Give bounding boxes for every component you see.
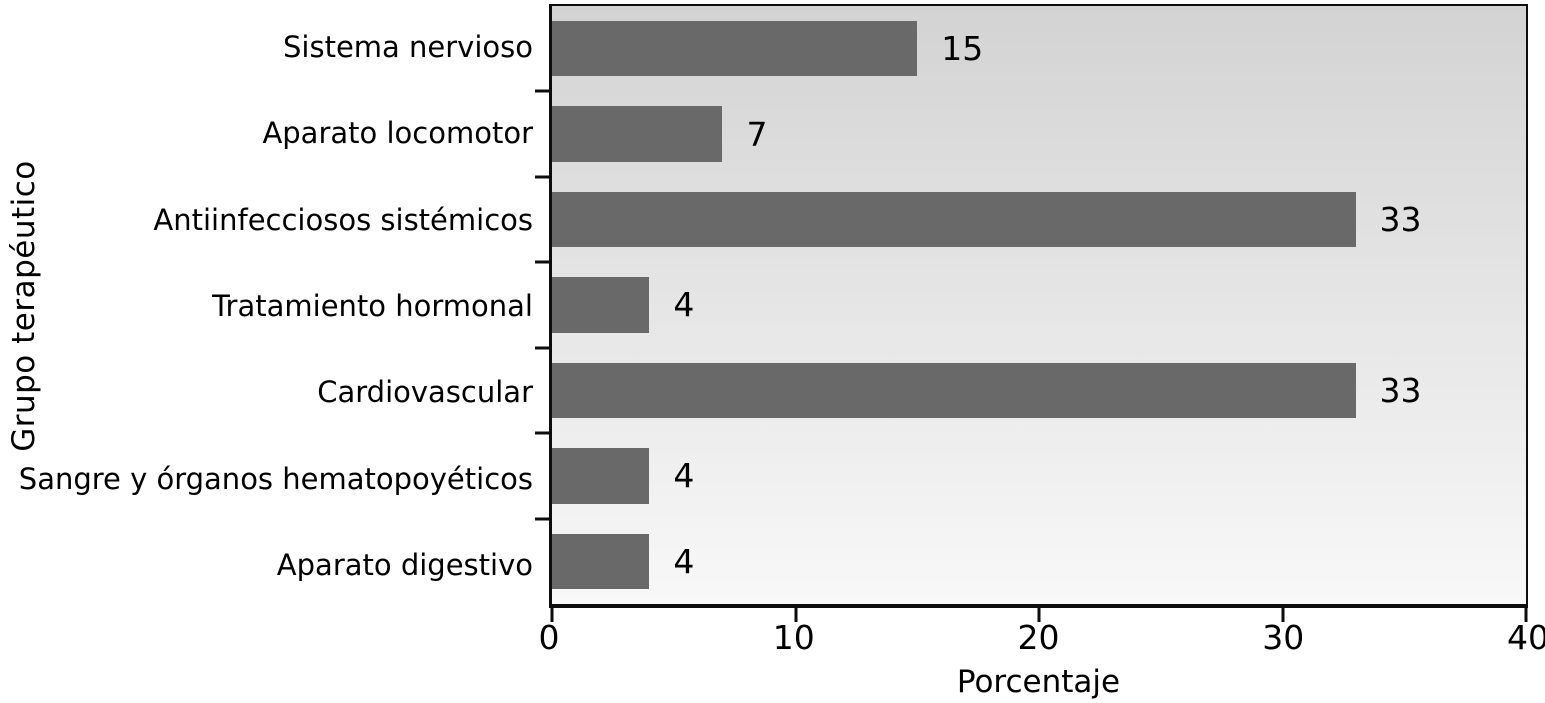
bar-value-label: 33 <box>1379 370 1422 410</box>
bar-row: 33 <box>552 348 1526 433</box>
y-axis-tick <box>535 260 549 264</box>
bar-value-label: 4 <box>673 541 695 581</box>
x-axis-tick <box>1524 608 1528 622</box>
category-label: Aparato digestivo <box>276 547 533 582</box>
bar-value-label: 4 <box>673 285 695 325</box>
category-label: Cardiovascular <box>317 375 533 410</box>
x-axis-tick <box>550 608 554 622</box>
bar-row: 33 <box>552 177 1526 262</box>
y-axis-tick <box>535 431 549 435</box>
plot-area: 15 7 33 4 33 4 4 <box>535 4 1528 622</box>
y-axis-tick <box>535 346 549 350</box>
x-axis-tick-label: 40 <box>1507 618 1545 657</box>
x-axis-tick-label: 10 <box>772 618 815 657</box>
bar-row: 7 <box>552 91 1526 176</box>
bar-value-label: 4 <box>673 456 695 496</box>
x-axis-tick-label: 0 <box>538 618 560 657</box>
category-label: Sistema nervioso <box>283 30 533 65</box>
bar <box>552 191 1356 248</box>
bar-value-label: 15 <box>941 29 984 69</box>
bar <box>552 106 723 162</box>
category-label: Aparato locomotor <box>262 116 533 151</box>
bar-row: 15 <box>552 6 1526 91</box>
y-axis-tick <box>535 175 549 179</box>
x-axis-tick <box>1037 608 1041 622</box>
category-label: Antiinfecciosos sistémicos <box>153 202 533 237</box>
bar <box>552 448 650 504</box>
x-axis-tick-labels: 0 10 20 30 40 <box>539 618 1545 660</box>
bar <box>552 362 1356 419</box>
x-axis-tick-label: 30 <box>1262 618 1305 657</box>
bar-row: 4 <box>552 519 1526 604</box>
bar-row: 4 <box>552 262 1526 347</box>
bar <box>552 277 650 333</box>
bar-value-label: 33 <box>1379 200 1422 240</box>
category-label: Tratamiento hormonal <box>212 289 533 323</box>
y-axis-tick <box>535 89 549 93</box>
y-axis-tick <box>535 517 549 521</box>
y-axis-category-labels: Sistema nervioso Aparato locomotor Antiinf… <box>0 4 549 608</box>
category-label: Sangre y órganos hematopoyéticos <box>18 461 533 496</box>
bar-row: 4 <box>552 433 1526 518</box>
bar <box>552 20 918 77</box>
x-axis-tick <box>1281 608 1284 622</box>
x-axis-tick <box>794 608 797 622</box>
x-axis-tick-label: 20 <box>1017 618 1060 657</box>
x-axis-title: Porcentaje <box>956 664 1121 700</box>
bar-value-label: 7 <box>746 114 768 154</box>
bar <box>552 533 650 590</box>
